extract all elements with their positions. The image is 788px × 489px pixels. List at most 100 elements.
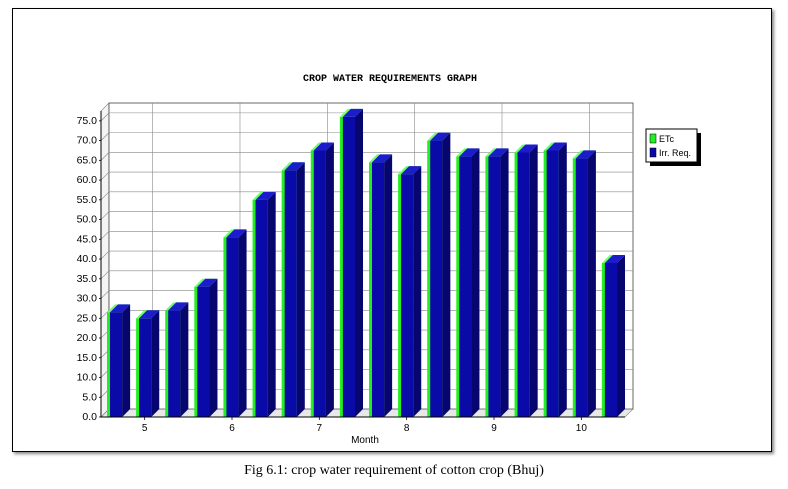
bar-irr-req: [197, 286, 210, 417]
bar-irr-req-side: [325, 142, 334, 417]
bar-irr-req: [546, 150, 559, 417]
bar-irr-req: [488, 156, 501, 418]
bar-group: [252, 191, 276, 417]
y-gridline-side: [100, 250, 110, 260]
bar-group: [601, 255, 626, 417]
bar-irr-req-side: [151, 310, 160, 417]
y-tick-label: 30.0: [77, 293, 98, 305]
y-tick-label: 15.0: [77, 352, 98, 364]
bar-irr-req: [313, 150, 326, 417]
legend-swatch-etc: [649, 133, 657, 144]
bar-irr-req-top: [109, 304, 131, 313]
bar-irr-req-side: [442, 132, 451, 417]
y-tick-label: 50.0: [77, 214, 98, 226]
bar-irr-req-side: [500, 148, 509, 418]
bar-irr-req: [226, 237, 239, 417]
bar-irr-req: [342, 116, 356, 417]
bar-irr-req-top: [226, 229, 247, 238]
bar-irr-req-side: [587, 150, 596, 417]
bar-irr-req-top: [517, 144, 538, 153]
bar-group: [339, 108, 364, 417]
bar-irr-req-top: [488, 148, 509, 157]
bar-irr-req: [604, 263, 618, 417]
legend: ETc Irr. Req.: [645, 128, 701, 166]
y-gridline-side: [100, 211, 110, 220]
y-gridline-side: [100, 132, 110, 141]
bar-irr-req-top: [459, 148, 480, 157]
y-tick-label: 40.0: [77, 253, 98, 265]
y-tick-label: 60.0: [77, 174, 98, 186]
bar-irr-req-side: [267, 191, 276, 417]
bar-irr-req-side: [296, 162, 305, 417]
axes-layer: 0.0 5.0 10.0 15.0 20.0 25.0 30.0 35.0 40.0 45.0 50…: [77, 111, 625, 434]
bar-group: [514, 144, 538, 417]
bar-irr-req: [371, 162, 385, 417]
bar-group: [165, 302, 189, 417]
y-gridline-side: [100, 231, 110, 240]
bar-irr-req-top: [546, 142, 567, 151]
bar-irr-req-side: [471, 148, 480, 418]
y-tick-label: 0.0: [82, 411, 97, 423]
bar-irr-req-side: [384, 154, 393, 417]
y-tick-label: 25.0: [77, 312, 98, 324]
y-gridline-side: [100, 171, 110, 181]
bar-irr-req-top: [430, 132, 451, 141]
bar-irr-req-top: [313, 142, 334, 151]
legend-swatch-irr-req: [649, 147, 657, 158]
bar-irr-req: [284, 170, 297, 417]
bar-irr-req-side: [617, 255, 626, 417]
bar-group: [398, 166, 422, 417]
bar-irr-req-top: [168, 302, 189, 311]
y-gridline-side: [100, 112, 110, 122]
bar-irr-req-top: [342, 108, 364, 117]
y-tick-label: 75.0: [77, 115, 98, 127]
y-tick-label: 45.0: [77, 233, 98, 245]
bar-irr-req-top: [197, 278, 218, 287]
bar-irr-req-top: [371, 154, 393, 163]
y-tick-label: 70.0: [77, 135, 98, 147]
bar-irr-req-side: [558, 142, 567, 417]
bar-irr-req-top: [401, 166, 422, 175]
bar-group: [543, 142, 567, 417]
bar-irr-req: [168, 310, 181, 417]
legend-label-etc: ETc: [659, 134, 675, 144]
chart-title: CROP WATER REQUIREMENTS GRAPH: [303, 74, 477, 85]
bar-group: [136, 310, 160, 417]
y-tick-label: 10.0: [77, 372, 98, 384]
bar-group: [281, 162, 305, 417]
bar-group: [368, 154, 393, 417]
bar-irr-req-side: [238, 229, 247, 417]
bar-irr-req-side: [355, 108, 364, 417]
x-tick-label: 5: [142, 423, 148, 434]
x-tick-label: 7: [317, 423, 323, 434]
bar-irr-req-top: [575, 150, 596, 159]
y-gridline-side: [100, 191, 110, 201]
y-gridline-side: [100, 270, 110, 280]
bar-irr-req-side: [122, 304, 131, 417]
bar-irr-req-side: [413, 166, 422, 417]
bar-group: [310, 142, 334, 417]
legend-label-irr-req: Irr. Req.: [659, 148, 691, 158]
bar-irr-req-top: [255, 191, 276, 200]
bar-group: [106, 304, 131, 417]
bar-irr-req-top: [284, 162, 305, 171]
bar-irr-req: [109, 312, 123, 417]
bar-irr-req-side: [180, 302, 189, 417]
x-tick-label: 8: [404, 423, 410, 434]
bar-irr-req: [401, 174, 414, 417]
y-tick-label: 5.0: [82, 391, 97, 403]
bar-irr-req: [459, 156, 472, 418]
bar-irr-req: [430, 140, 443, 417]
bar-group: [485, 148, 509, 418]
bar-group: [572, 150, 596, 417]
figure-caption: Fig 6.1: crop water requirement of cotto…: [244, 463, 544, 478]
y-tick-label: 65.0: [77, 154, 98, 166]
y-tick-label: 35.0: [77, 273, 98, 285]
bars-layer: [106, 108, 626, 418]
bar-irr-req: [517, 152, 530, 417]
bar-irr-req-top: [139, 310, 160, 319]
x-axis-label: Month: [351, 435, 379, 446]
bar-irr-req-side: [529, 144, 538, 417]
bar-group: [427, 132, 451, 417]
x-tick-label: 10: [576, 423, 588, 434]
